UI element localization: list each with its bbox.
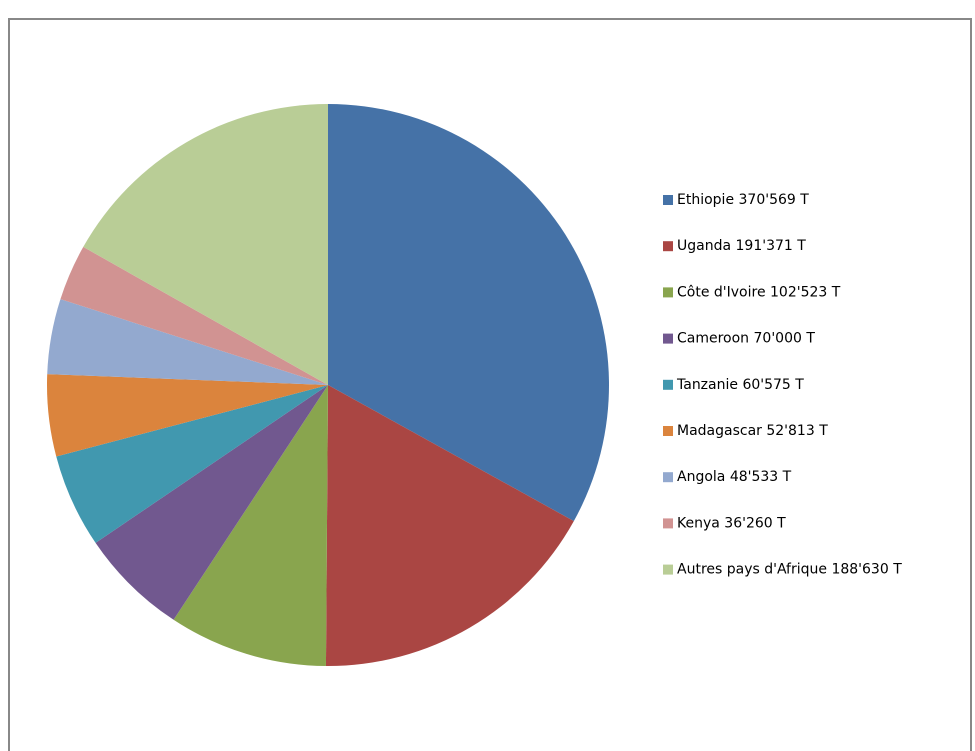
pie-slice	[60, 246, 328, 385]
legend-label: Uganda 191'371 T	[677, 238, 806, 254]
pie-slice	[325, 385, 574, 666]
legend-label: Ethiopie 370'569 T	[677, 192, 809, 208]
pie-slice	[83, 104, 328, 385]
pie-slice	[95, 385, 328, 620]
legend-swatch	[663, 518, 673, 529]
legend-label: Kenya 36'260 T	[677, 515, 786, 531]
legend-swatch	[663, 379, 673, 390]
legend-swatch	[663, 195, 673, 205]
legend-label: Tanzanie 60'575 T	[676, 377, 804, 393]
pie-slice	[328, 104, 609, 522]
legend-label: Angola 48'533 T	[677, 469, 792, 485]
legend-swatch	[663, 426, 673, 436]
legend-label: Madagascar 52'813 T	[677, 423, 828, 439]
legend-swatch	[663, 333, 673, 344]
pie-slice	[47, 374, 328, 457]
legend-label: Autres pays d'Afrique 188'630 T	[677, 562, 902, 578]
legend-label: Côte d'Ivoire 102'523 T	[677, 284, 841, 300]
pie-slice	[56, 385, 328, 543]
pie-slice	[47, 299, 328, 385]
legend-swatch	[663, 564, 673, 575]
legend-label: Cameroon 70'000 T	[677, 331, 815, 347]
legend-swatch	[663, 287, 673, 298]
pie-slice	[173, 385, 328, 666]
legend-swatch	[663, 241, 673, 252]
legend-swatch	[663, 472, 673, 483]
